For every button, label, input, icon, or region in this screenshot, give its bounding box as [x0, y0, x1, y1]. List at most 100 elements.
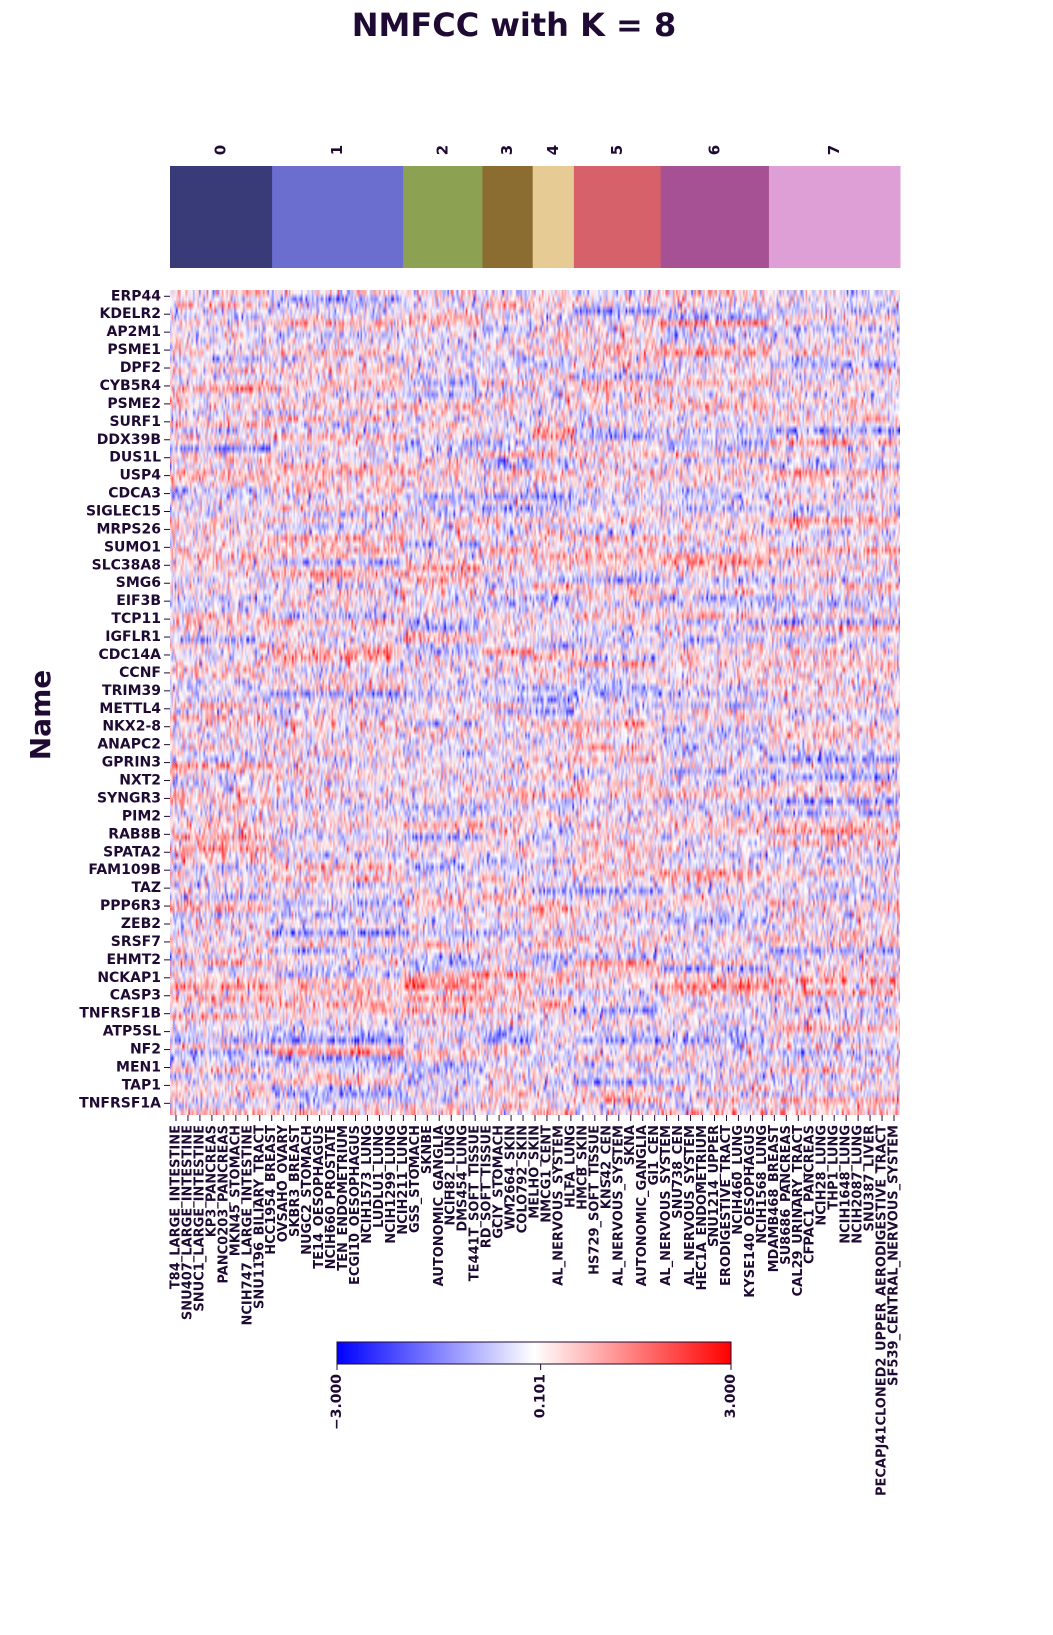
cluster-label-0: 0	[212, 145, 230, 155]
column-label: NCIH1299_LUNG	[384, 1125, 399, 1244]
column-label: HCC1954_BREAST	[264, 1125, 279, 1255]
row-label: SPATA2	[103, 844, 161, 860]
column-label: WM2664_SKIN	[504, 1125, 519, 1230]
column-label: SNU1196_BILIARY_TRACT	[252, 1125, 267, 1309]
cluster-color-bar	[170, 166, 901, 268]
row-label: ZEB2	[121, 916, 161, 932]
column-label: NCIH747_LARGE_INTESTINE	[240, 1125, 255, 1325]
column-label: MELHO_SKIN	[528, 1125, 543, 1219]
row-label: GPRIN3	[102, 755, 161, 771]
column-label: HMCB_SKIN	[575, 1125, 590, 1210]
colorbar-tick-label: −3.000	[329, 1374, 345, 1430]
row-label: DDX39B	[97, 432, 161, 448]
row-label: METTL4	[99, 701, 161, 717]
column-label: NCIH28_LUNG	[815, 1125, 830, 1226]
column-label: SU8686_PANCREAS	[779, 1125, 794, 1265]
row-label: SYNGR3	[97, 790, 161, 806]
row-label: CCNF	[119, 665, 161, 681]
column-labels: T84_LARGE_INTESTINESNU407_LARGE_INTESTIN…	[168, 1115, 902, 1496]
row-label: PPP6R3	[100, 898, 161, 914]
row-label: EHMT2	[106, 952, 161, 968]
row-label: CYB5R4	[100, 378, 162, 394]
cluster-swatch-6	[660, 166, 770, 268]
row-label: FAM109B	[88, 862, 161, 878]
column-label: ECGI10_OESOPHAGUS	[348, 1125, 363, 1285]
cluster-swatch-4	[532, 166, 575, 268]
column-label: SKNBE	[420, 1125, 435, 1174]
column-label: SNUC1_LARGE_INTESTINE	[192, 1125, 207, 1312]
cluster-label-4: 4	[544, 145, 562, 155]
column-label: CAL29_URINARY_TRACT	[791, 1125, 806, 1297]
cluster-label-6: 6	[705, 145, 723, 155]
cluster-swatch-2	[403, 166, 483, 268]
column-label: AUTONOMIC_GANGLIA	[432, 1125, 447, 1286]
column-label: HS729_SOFT_TISSUE	[587, 1125, 602, 1275]
cluster-swatch-5	[573, 166, 662, 268]
column-label: DMS454_LUNG	[456, 1125, 471, 1232]
cluster-swatch-0	[170, 166, 273, 268]
row-label: SRSF7	[111, 934, 161, 950]
row-label: TNFRSF1A	[79, 1095, 161, 1111]
cluster-swatch-7	[768, 166, 901, 268]
row-labels: ERP44 KDELR2 AP2M1 PSME1 DPF2 CYB5R4 PSME2 SURF…	[79, 288, 170, 1111]
row-label: MRPS26	[96, 521, 161, 537]
row-label: CDCA3	[108, 486, 161, 502]
row-label: CDC14A	[99, 647, 162, 663]
row-label: ATP5SL	[103, 1024, 161, 1040]
column-label: NCIH660_PROSTATE	[324, 1125, 339, 1269]
column-label: HEC1A_ENDOMETRIUM	[695, 1125, 710, 1291]
column-label: ERODIGESTIVE_TRACT	[719, 1125, 734, 1286]
row-label: NXT2	[119, 773, 161, 789]
colorbar	[336, 1341, 732, 1365]
column-label: CFPAC1_PANCREAS	[803, 1125, 818, 1264]
cluster-label-5: 5	[608, 145, 626, 155]
row-label: TNFRSF1B	[79, 1006, 161, 1022]
row-label: KDELR2	[100, 306, 161, 322]
column-label: T84_LARGE_INTESTINE	[168, 1125, 183, 1289]
row-label: CASP3	[110, 988, 161, 1004]
cluster-label-1: 1	[328, 145, 346, 155]
column-label: GSS_STOMACH	[408, 1125, 423, 1233]
cluster-swatch-3	[482, 166, 534, 268]
row-label: SLC38A8	[92, 557, 161, 573]
column-label: MKN45_STOMACH	[228, 1125, 243, 1256]
column-label: AL_NERVOUS_SYSTEM	[551, 1125, 566, 1286]
row-label: ANAPC2	[97, 737, 161, 753]
row-label: PSME1	[107, 342, 161, 358]
column-label: NMCG1_CENT	[539, 1125, 554, 1223]
column-label: OVSAHO_OVARY	[276, 1124, 291, 1242]
cluster-label-3: 3	[498, 145, 516, 155]
column-label: LUDLU1_LUNG	[372, 1125, 387, 1228]
column-label: AL_NERVOUS_SYSTEM	[683, 1125, 698, 1286]
column-label: TEN_ENDOMETRIUM	[336, 1125, 351, 1271]
column-label: NCIH1573_LUNG	[360, 1125, 375, 1244]
row-label: USP4	[120, 468, 162, 484]
row-label: TAP1	[122, 1077, 161, 1093]
column-label: RD_SOFT_TISSUE	[480, 1125, 495, 1248]
row-label: NKX2-8	[102, 719, 161, 735]
column-label: NCIH1568_LUNG	[755, 1125, 770, 1244]
colorbar-tick-label: 3.000	[723, 1374, 739, 1419]
column-label: SNU1214_UPPER	[707, 1125, 722, 1247]
row-label: SUMO1	[104, 539, 161, 555]
column-label: GCIY_STOMACH	[492, 1125, 507, 1239]
column-label: AUTONOMIC_GANGLIA	[635, 1125, 650, 1286]
row-label: IGFLR1	[105, 629, 161, 645]
column-label: PANC0203_PANCREAS	[216, 1125, 231, 1284]
row-label: SURF1	[109, 414, 161, 430]
row-label: PSME2	[107, 396, 161, 412]
y-axis-label: Name	[24, 670, 57, 761]
row-label: ERP44	[111, 288, 161, 304]
column-label: PECAPJ41CLONED2_UPPER_AERODIGESTIVE_TRAC…	[875, 1125, 890, 1496]
cluster-label-2: 2	[433, 145, 451, 155]
row-label: PIM2	[122, 808, 161, 824]
row-label: MEN1	[116, 1059, 161, 1075]
row-label: SIGLEC15	[86, 503, 161, 519]
heatmap-cells	[170, 290, 900, 1115]
column-label: MDAMB468_BREAST	[767, 1125, 782, 1272]
cluster-labels: 0 1 2 3 4 5 6 7	[212, 145, 843, 155]
column-label: KP3_PANCREAS	[204, 1125, 219, 1237]
column-label: TE14_OESOPHAGUS	[312, 1125, 327, 1269]
